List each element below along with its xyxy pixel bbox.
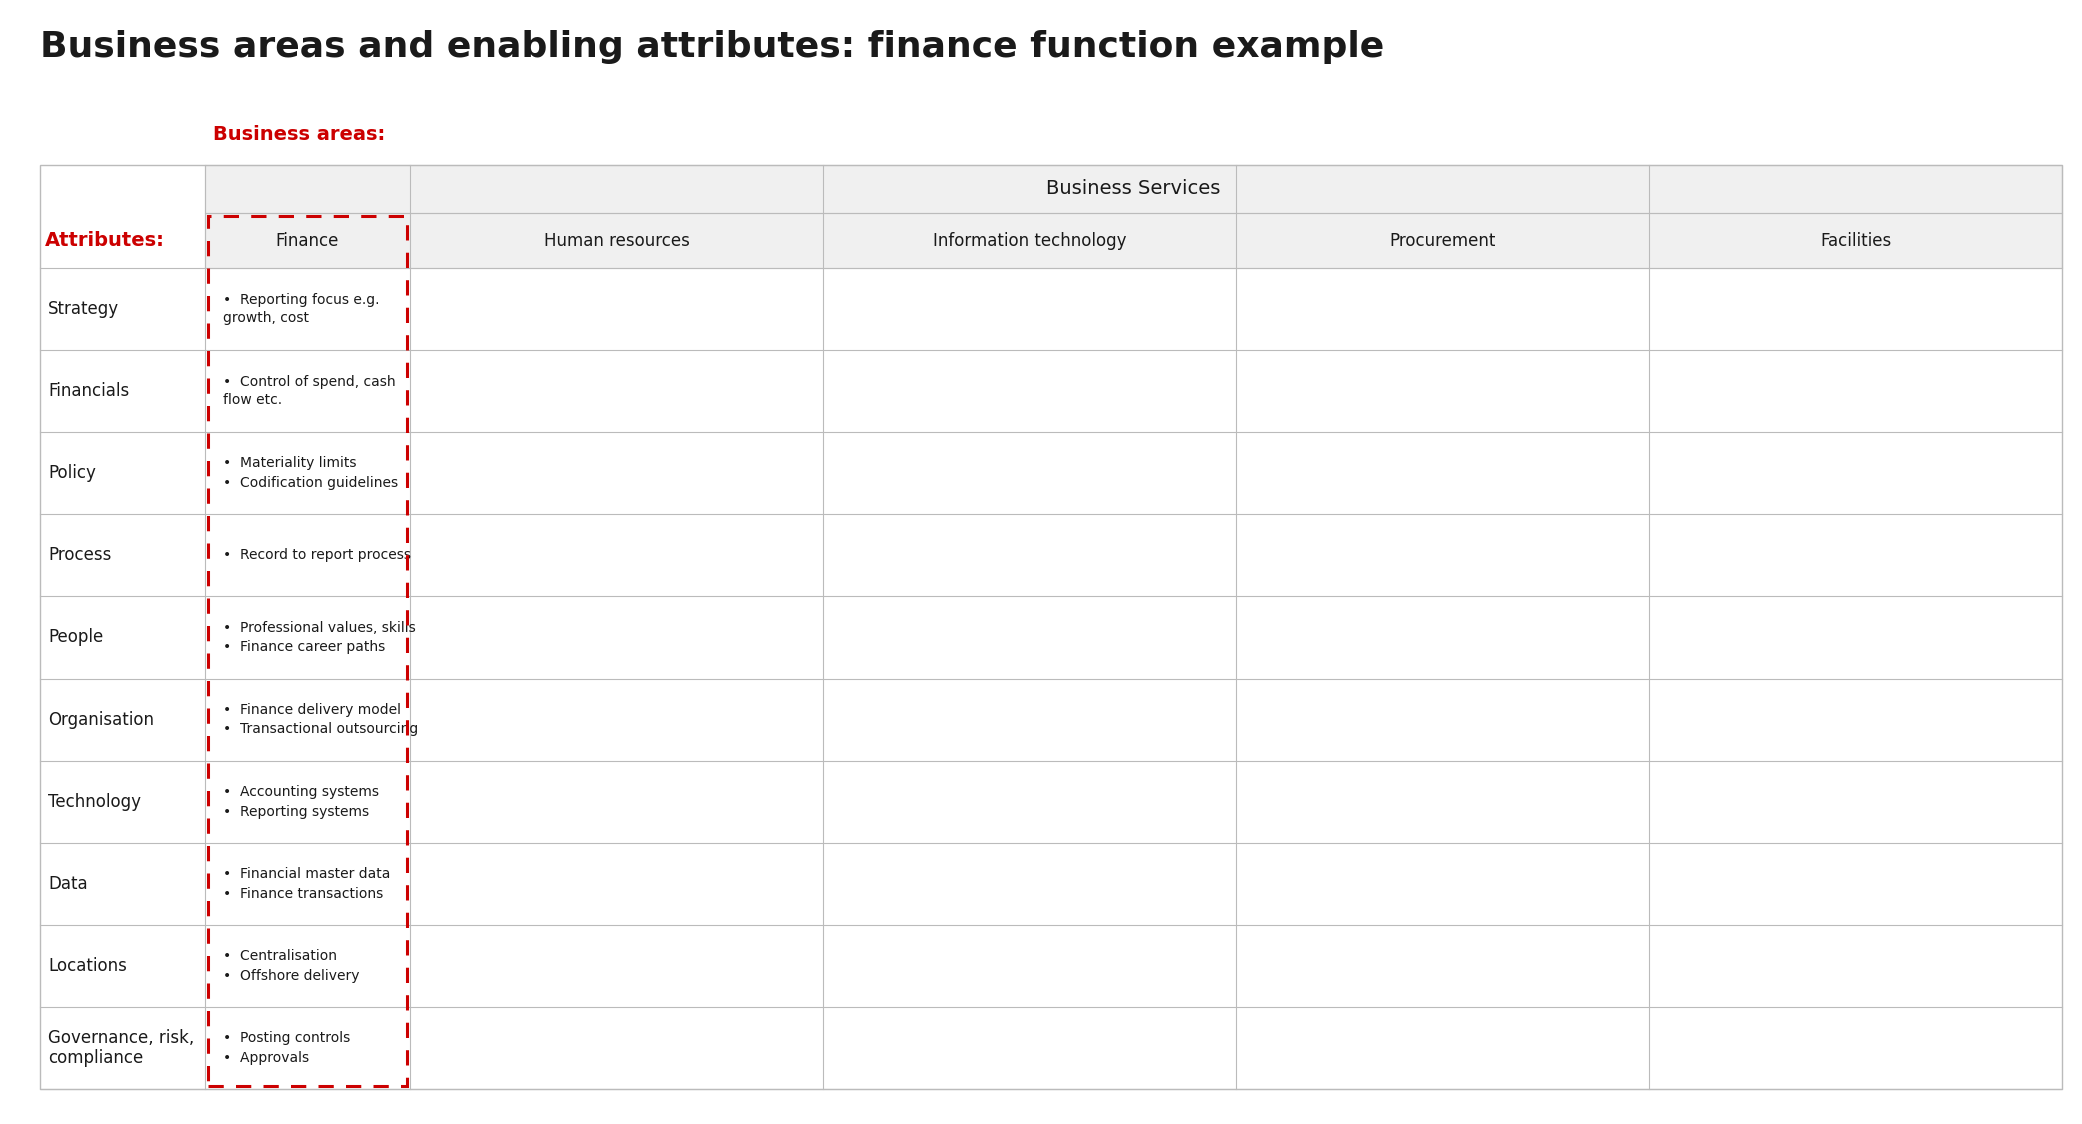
Bar bbox=[40, 1007, 2061, 1089]
Text: •  Financial master data: • Financial master data bbox=[223, 867, 391, 881]
Text: Organisation: Organisation bbox=[48, 710, 154, 728]
Text: Locations: Locations bbox=[48, 957, 127, 975]
Text: Facilities: Facilities bbox=[1820, 232, 1890, 250]
Text: •  Finance delivery model: • Finance delivery model bbox=[223, 702, 402, 717]
Text: •  Reporting systems: • Reporting systems bbox=[223, 805, 369, 818]
Bar bbox=[40, 597, 2061, 679]
Bar bbox=[40, 515, 2061, 597]
Text: Policy: Policy bbox=[48, 464, 96, 482]
Text: Business areas:: Business areas: bbox=[212, 125, 385, 144]
Text: Process: Process bbox=[48, 546, 110, 564]
Text: •  Reporting focus e.g.
growth, cost: • Reporting focus e.g. growth, cost bbox=[223, 293, 379, 325]
Bar bbox=[204, 214, 2061, 268]
Text: Human resources: Human resources bbox=[543, 232, 689, 250]
Bar bbox=[204, 165, 2061, 214]
Text: Business areas and enabling attributes: finance function example: Business areas and enabling attributes: … bbox=[40, 30, 1385, 64]
Bar bbox=[40, 925, 2061, 1007]
Text: Data: Data bbox=[48, 874, 87, 892]
Text: •  Materiality limits: • Materiality limits bbox=[223, 456, 356, 471]
Bar bbox=[40, 679, 2061, 761]
Text: •  Finance transactions: • Finance transactions bbox=[223, 887, 383, 900]
Text: •  Centralisation: • Centralisation bbox=[223, 949, 337, 963]
Text: •  Finance career paths: • Finance career paths bbox=[223, 641, 385, 654]
Text: •  Offshore delivery: • Offshore delivery bbox=[223, 969, 360, 982]
Bar bbox=[40, 843, 2061, 925]
Text: •  Posting controls: • Posting controls bbox=[223, 1031, 350, 1045]
Text: •  Codification guidelines: • Codification guidelines bbox=[223, 477, 398, 490]
Bar bbox=[40, 165, 2061, 1089]
Text: Strategy: Strategy bbox=[48, 300, 119, 318]
Text: Information technology: Information technology bbox=[933, 232, 1126, 250]
Text: Business Services: Business Services bbox=[1047, 180, 1220, 199]
Text: •  Accounting systems: • Accounting systems bbox=[223, 785, 379, 799]
Bar bbox=[40, 433, 2061, 515]
Bar bbox=[40, 761, 2061, 843]
Text: People: People bbox=[48, 628, 104, 646]
Bar bbox=[204, 214, 2061, 268]
Bar bbox=[208, 216, 406, 1086]
Text: •  Approvals: • Approvals bbox=[223, 1051, 308, 1064]
Bar bbox=[40, 268, 2061, 350]
Bar bbox=[204, 165, 2061, 214]
Text: Governance, risk,
compliance: Governance, risk, compliance bbox=[48, 1028, 194, 1068]
Text: Finance: Finance bbox=[275, 232, 339, 250]
Text: •  Transactional outsourcing: • Transactional outsourcing bbox=[223, 723, 418, 736]
Bar bbox=[40, 350, 2061, 433]
Text: Technology: Technology bbox=[48, 792, 142, 810]
Text: •  Record to report process: • Record to report process bbox=[223, 549, 410, 562]
Text: •  Professional values, skills: • Professional values, skills bbox=[223, 620, 416, 635]
Text: Attributes:: Attributes: bbox=[46, 232, 164, 250]
Text: •  Control of spend, cash
flow etc.: • Control of spend, cash flow etc. bbox=[223, 375, 396, 407]
Text: Financials: Financials bbox=[48, 382, 129, 400]
Text: Procurement: Procurement bbox=[1389, 232, 1495, 250]
